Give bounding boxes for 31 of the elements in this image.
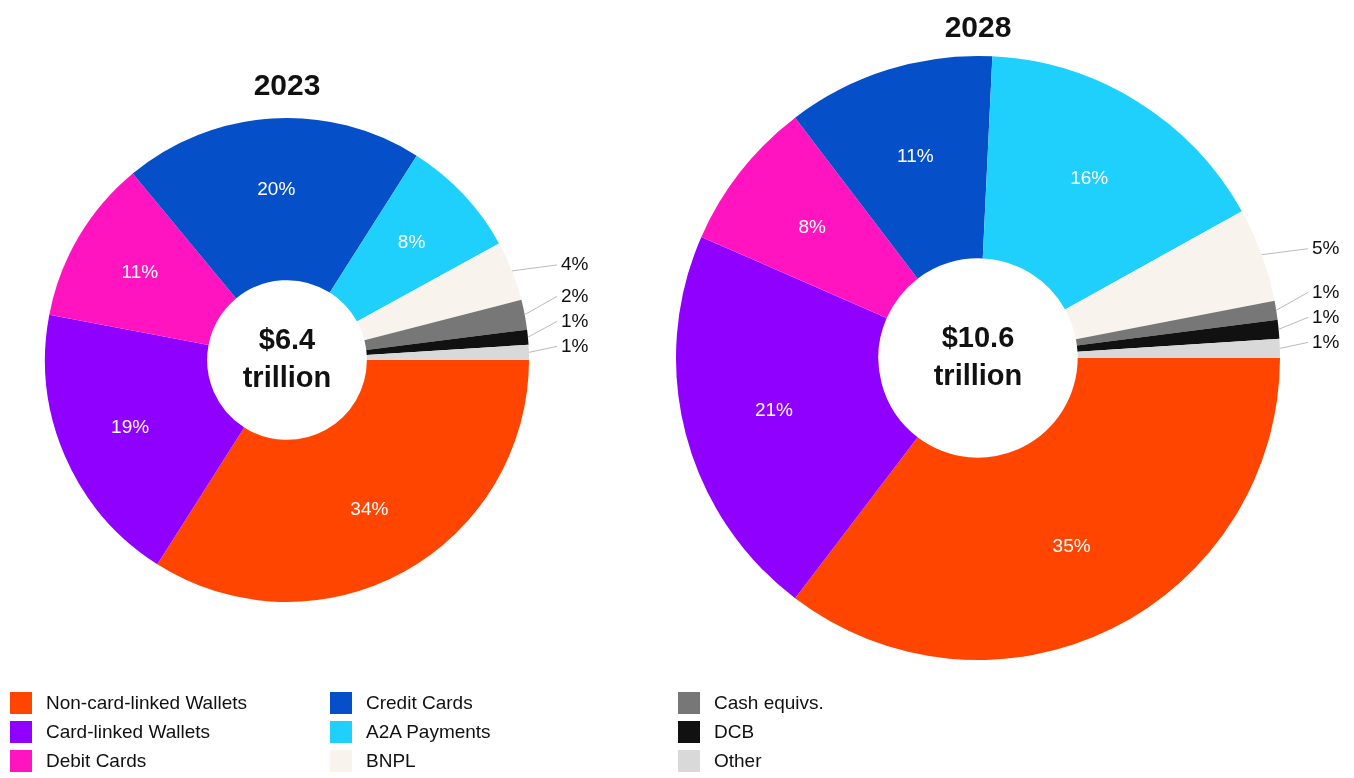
data-label: 8% [397,231,426,253]
legend-label: Debit Cards [46,750,147,772]
legend-label: Non-card-linked Wallets [46,692,247,714]
legend-label: Credit Cards [366,692,473,714]
data-label: 1% [1312,280,1340,302]
data-label: 5% [1312,236,1340,258]
data-label: 16% [1070,167,1109,189]
data-label: 19% [111,416,150,438]
data-label: 1% [1312,330,1340,352]
data-label: 20% [257,177,296,199]
legend-label: Cash equivs. [714,692,824,714]
data-label: 8% [798,215,827,237]
data-label: 35% [1052,535,1091,557]
chart-title: 2028 [943,10,1013,44]
data-label: 1% [561,334,589,356]
legend-label: Other [714,750,762,772]
data-label: 1% [1312,305,1340,327]
data-label: 1% [561,309,589,331]
data-label: 21% [754,399,794,421]
legend-label: DCB [714,721,755,743]
data-label: 11% [897,144,934,166]
chart-title: 2023 [252,68,322,102]
legend-label: A2A Payments [366,721,491,743]
data-label: 2% [561,284,589,306]
data-label: 11% [121,261,159,283]
legend-label: BNPL [366,750,416,772]
text: $6.4 trillion [242,323,332,393]
data-label: 4% [561,253,589,275]
text: $10.6 trillion [933,321,1023,391]
legend-label: Card-linked Wallets [46,721,211,743]
data-label: 34% [350,498,389,520]
